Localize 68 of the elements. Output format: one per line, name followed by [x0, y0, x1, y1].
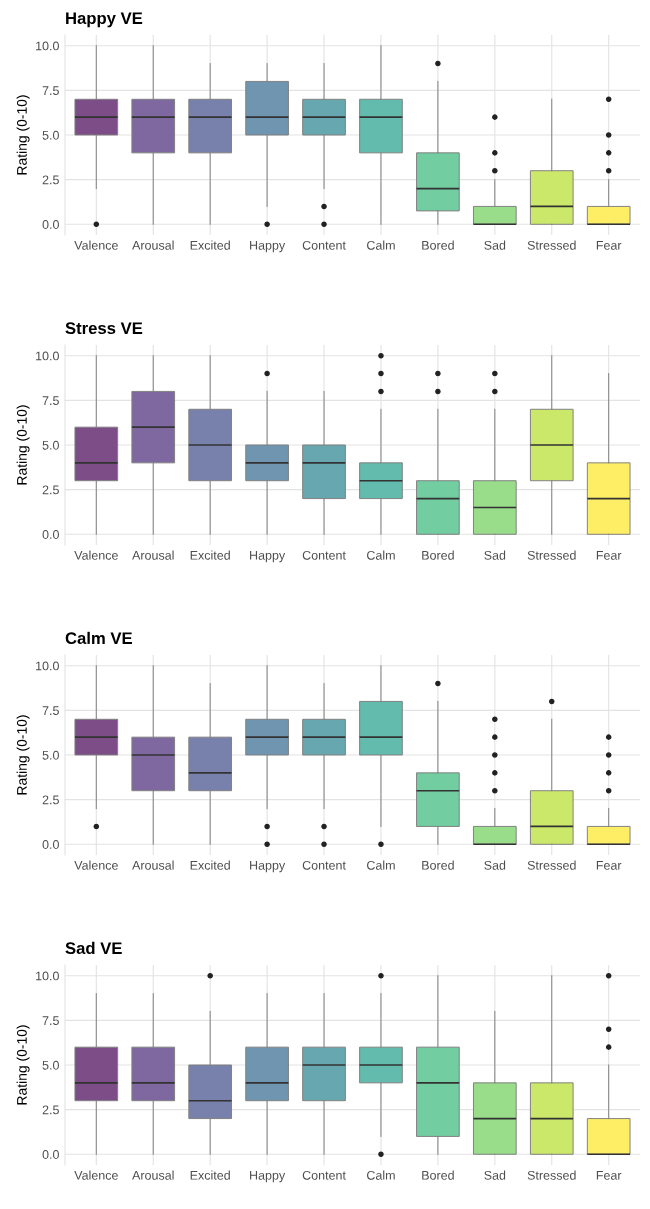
x-tick-label: Happy [250, 1171, 286, 1183]
x-tick-label: Stressed [527, 860, 576, 870]
x-tick-label: Content [302, 550, 346, 560]
y-tick-label: 10.0 [36, 971, 59, 981]
y-tick-label: 2.5 [42, 485, 59, 495]
x-tick-label: Arousal [132, 240, 174, 250]
x-tick-label: Fear [596, 551, 622, 560]
y-axis-title: Rating (0-10) [16, 1025, 30, 1105]
y-tick-label: 0.0 [42, 840, 59, 849]
x-tick-label: Happy [250, 241, 286, 253]
y-tick-label: 7.5 [42, 86, 59, 96]
x-tick-label: Content [302, 1170, 346, 1180]
x-tick-label: Excited [190, 550, 230, 560]
chart-title: Calm VE [65, 631, 132, 645]
x-tick-label: Excited [190, 860, 230, 870]
x-tick-label: Sad [484, 240, 506, 250]
x-tick-label: Arousal [132, 1170, 174, 1180]
x-tick-label: Stressed [527, 550, 576, 560]
x-tick-label: Happy [250, 861, 286, 873]
y-tick-label: 0.0 [42, 220, 59, 229]
x-tick-label: Excited [190, 240, 230, 250]
x-tick-label: Happy [250, 551, 286, 563]
y-axis-title: Rating (0-10) [16, 95, 30, 175]
x-tick-label: Content [302, 240, 346, 250]
x-tick-label: Arousal [132, 860, 174, 870]
x-tick-label: Bored [422, 550, 454, 560]
y-tick-label: 10.0 [36, 351, 59, 361]
y-tick-label: 5.0 [42, 750, 59, 760]
y-tick-label: 2.5 [42, 795, 59, 805]
x-tick-label: Stressed [527, 240, 576, 250]
y-tick-label: 2.5 [42, 1105, 59, 1115]
x-tick-label: Valence [74, 860, 118, 870]
y-tick-label: 5.0 [42, 130, 59, 140]
y-tick-label: 0.0 [42, 1150, 59, 1159]
y-tick-label: 7.5 [42, 1016, 59, 1026]
y-tick-label: 7.5 [42, 706, 59, 716]
x-tick-label: Sad [484, 860, 506, 870]
x-tick-label: Bored [422, 240, 454, 250]
x-tick-label: Calm [367, 1170, 395, 1180]
x-tick-label: Calm [367, 550, 395, 560]
x-tick-label: Valence [74, 240, 118, 250]
x-tick-label: Valence [74, 550, 118, 560]
x-tick-label: Calm [367, 860, 395, 870]
chart-title: Sad VE [65, 941, 122, 955]
y-tick-label: 0.0 [42, 530, 59, 539]
x-tick-label: Fear [596, 861, 622, 870]
x-tick-label: Fear [596, 241, 622, 250]
y-tick-label: 5.0 [42, 440, 59, 450]
x-tick-label: Stressed [527, 1170, 576, 1180]
x-tick-label: Excited [190, 1170, 230, 1180]
y-tick-label: 2.5 [42, 175, 59, 185]
y-axis-title: Rating (0-10) [16, 715, 30, 795]
y-tick-label: 7.5 [42, 396, 59, 406]
y-axis-title: Rating (0-10) [16, 405, 30, 485]
y-tick-label: 5.0 [42, 1060, 59, 1070]
x-tick-label: Arousal [132, 550, 174, 560]
chart-title: Happy VE [66, 12, 143, 28]
x-tick-label: Bored [422, 1170, 454, 1180]
x-tick-label: Calm [367, 240, 395, 250]
x-tick-label: Sad [484, 550, 506, 560]
x-tick-label: Content [302, 860, 346, 870]
y-tick-label: 10.0 [36, 661, 59, 671]
x-tick-label: Fear [596, 1171, 622, 1180]
x-tick-label: Bored [422, 860, 454, 870]
y-tick-label: 10.0 [36, 41, 59, 51]
x-tick-label: Valence [74, 1170, 118, 1180]
x-tick-label: Sad [484, 1170, 506, 1180]
chart-title: Stress VE [65, 322, 143, 335]
